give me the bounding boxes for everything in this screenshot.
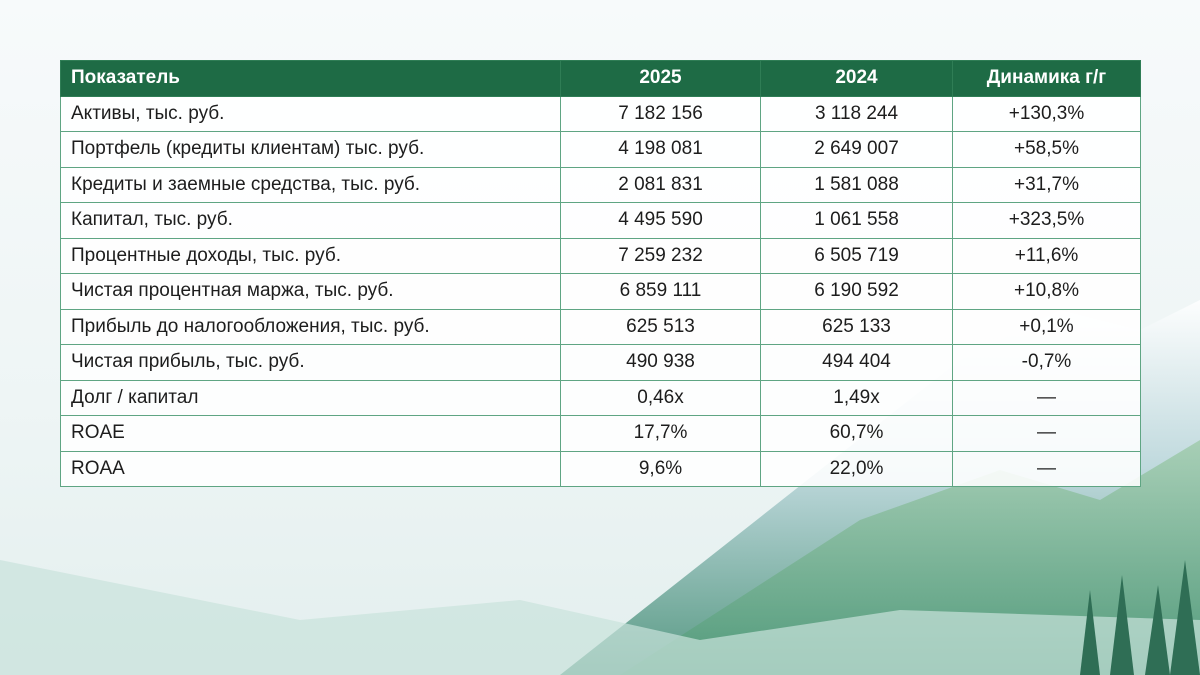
header-cell: 2024 (760, 60, 953, 97)
table-row: Капитал, тыс. руб. 4 495 590 1 061 558 +323… (60, 202, 1141, 239)
row-label: Процентные доходы, тыс. руб. (60, 237, 561, 274)
cell: 625 133 (760, 308, 953, 345)
row-label: Прибыль до налогообложения, тыс. руб. (60, 308, 561, 345)
header-cell: 2025 (560, 60, 761, 97)
cell: 494 404 (760, 344, 953, 381)
row-label: Чистая процентная маржа, тыс. руб. (60, 273, 561, 310)
cell: 4 198 081 (560, 131, 761, 168)
header-cell: Динамика г/г (952, 60, 1141, 97)
cell: 9,6% (560, 450, 761, 487)
cell: +0,1% (952, 308, 1141, 345)
table-row: Долг / капитал 0,46x 1,49x — (60, 379, 1141, 416)
cell: +11,6% (952, 237, 1141, 274)
cell: 1,49x (760, 379, 953, 416)
cell: +130,3% (952, 95, 1141, 132)
table-row: Кредиты и заемные средства, тыс. руб. 2 0… (60, 166, 1141, 203)
cell: 490 938 (560, 344, 761, 381)
cell: +323,5% (952, 202, 1141, 239)
cell: 6 190 592 (760, 273, 953, 310)
cell: 22,0% (760, 450, 953, 487)
cell: 6 859 111 (560, 273, 761, 310)
row-label: Портфель (кредиты клиентам) тыс. руб. (60, 131, 561, 168)
table-row: ROAE 17,7% 60,7% — (60, 415, 1141, 452)
cell: -0,7% (952, 344, 1141, 381)
tree (1170, 560, 1200, 675)
cell: 2 081 831 (560, 166, 761, 203)
row-label: ROAE (60, 415, 561, 452)
cell: — (952, 379, 1141, 416)
cell: 17,7% (560, 415, 761, 452)
table-row: Портфель (кредиты клиентам) тыс. руб. 4 1… (60, 131, 1141, 168)
row-label: Долг / капитал (60, 379, 561, 416)
cell: 0,46x (560, 379, 761, 416)
tree (1110, 575, 1134, 675)
cell: 625 513 (560, 308, 761, 345)
cell: 7 182 156 (560, 95, 761, 132)
table: Показатель 2025 2024 Динамика г/г Активы, т… (60, 60, 1141, 487)
table-row: Прибыль до налогообложения, тыс. руб. 625… (60, 308, 1141, 345)
table-row: Чистая прибыль, тыс. руб. 490 938 494 404-… (60, 344, 1141, 381)
row-label: Чистая прибыль, тыс. руб. (60, 344, 561, 381)
cell: 3 118 244 (760, 95, 953, 132)
row-label: Капитал, тыс. руб. (60, 202, 561, 239)
cell: +58,5% (952, 131, 1141, 168)
tree (1145, 585, 1170, 675)
tree (1080, 590, 1100, 675)
cell: +31,7% (952, 166, 1141, 203)
cell: — (952, 450, 1141, 487)
cell: 6 505 719 (760, 237, 953, 274)
row-label: ROAA (60, 450, 561, 487)
cell: 7 259 232 (560, 237, 761, 274)
table-row: Активы, тыс. руб. 7 182 156 3 118 244 +130,… (60, 95, 1141, 132)
cell: 60,7% (760, 415, 953, 452)
cell: 2 649 007 (760, 131, 953, 168)
row-label: Активы, тыс. руб. (60, 95, 561, 132)
table-row: Чистая процентная маржа, тыс. руб. 6 859 … (60, 273, 1141, 310)
cell: 1 061 558 (760, 202, 953, 239)
cell: 1 581 088 (760, 166, 953, 203)
table-row: ROAA 9,6% 22,0% — (60, 450, 1141, 487)
cell: +10,8% (952, 273, 1141, 310)
table-row: Процентные доходы, тыс. руб. 7 259 232 6 5… (60, 237, 1141, 274)
cell: 4 495 590 (560, 202, 761, 239)
header-row: Показатель 2025 2024 Динамика г/г (60, 60, 1141, 97)
cell: — (952, 415, 1141, 452)
foreground (0, 560, 1200, 675)
row-label: Кредиты и заемные средства, тыс. руб. (60, 166, 561, 203)
table-body: Активы, тыс. руб. 7 182 156 3 118 244 +130,… (60, 95, 1141, 487)
header-cell: Показатель (60, 60, 561, 97)
